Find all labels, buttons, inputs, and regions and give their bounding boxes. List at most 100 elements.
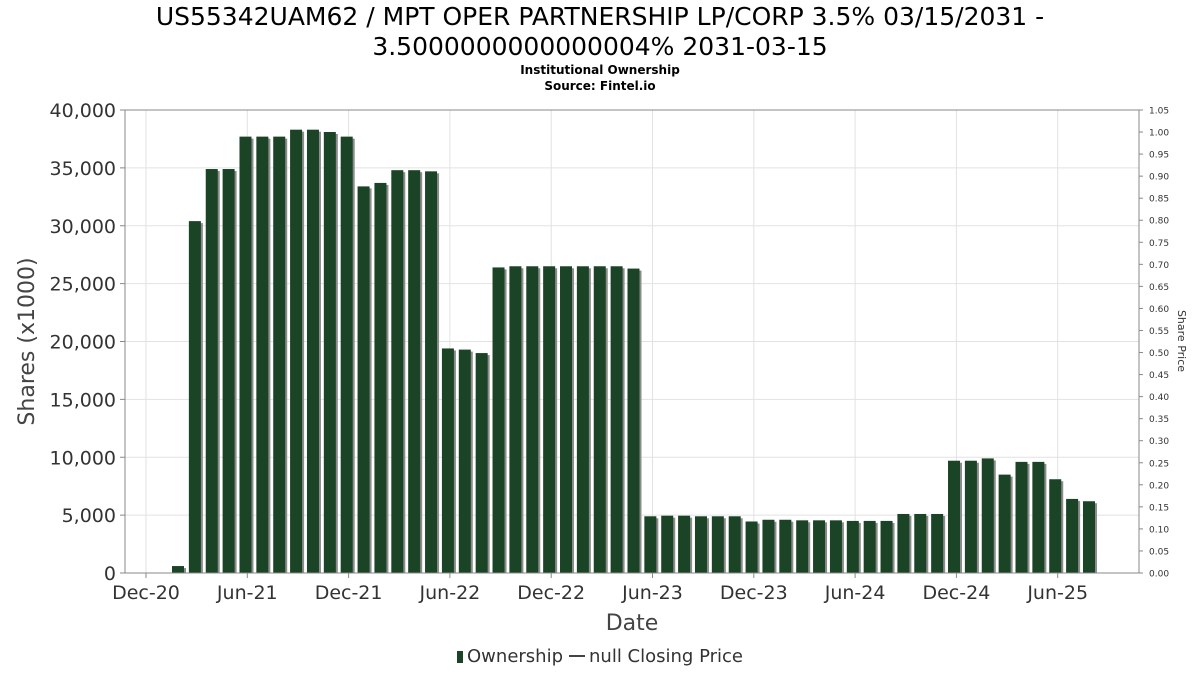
y-tick-label: 20,000 xyxy=(50,332,116,354)
ownership-bar xyxy=(829,520,842,573)
ownership-bar xyxy=(560,266,573,573)
ownership-bar xyxy=(374,182,387,574)
y-tick-label: 40,000 xyxy=(50,100,116,122)
y2-tick-label: 0.35 xyxy=(1149,415,1169,425)
bars xyxy=(172,129,1097,574)
ownership-bar xyxy=(172,566,184,573)
y2-tick-label: 0.05 xyxy=(1149,547,1169,557)
ownership-bar xyxy=(627,268,640,573)
y2-tick-label: 0.90 xyxy=(1149,173,1169,183)
ownership-bar xyxy=(408,170,421,573)
ownership-bar xyxy=(391,170,404,573)
ownership-bar xyxy=(593,266,606,573)
ownership-bar xyxy=(813,520,826,573)
y2-tick-label: 0.50 xyxy=(1149,349,1169,359)
ownership-bar xyxy=(728,516,741,573)
y-tick-label: 30,000 xyxy=(50,216,116,238)
ownership-bar xyxy=(863,520,876,573)
ownership-bar xyxy=(222,169,235,573)
y2-tick-label: 0.55 xyxy=(1149,327,1169,337)
x-tick-label: Dec-21 xyxy=(315,582,383,604)
y2-tick-label: 0.40 xyxy=(1149,393,1169,403)
ownership-bar xyxy=(526,266,539,573)
legend-price-label: null Closing Price xyxy=(589,646,743,667)
ownership-bar xyxy=(897,513,910,573)
chart-subtitle: Institutional Ownership xyxy=(520,63,680,77)
ownership-bar xyxy=(475,353,488,573)
ownership-bar xyxy=(323,131,336,573)
ownership-bar xyxy=(441,348,454,573)
y-tick-label: 15,000 xyxy=(50,389,116,411)
x-tick-label: Dec-23 xyxy=(720,582,788,604)
ownership-bar xyxy=(290,129,303,574)
y2-axis-label: Share Price xyxy=(1175,310,1188,372)
ownership-bar xyxy=(880,520,893,573)
chart-title-line2: 3.5000000000000004% 2031-03-15 xyxy=(372,32,828,61)
ownership-bar xyxy=(576,266,589,573)
x-tick-label: Dec-20 xyxy=(112,582,180,604)
y2-tick-label: 0.20 xyxy=(1149,481,1169,491)
ownership-bar xyxy=(306,129,319,574)
x-axis-label: Date xyxy=(606,611,659,636)
ownership-bar xyxy=(492,267,505,573)
ownership-bar xyxy=(543,266,556,573)
y2-tick-label: 0.95 xyxy=(1149,151,1169,161)
ownership-bar xyxy=(998,474,1011,573)
ownership-bar xyxy=(931,513,944,573)
ownership-bar xyxy=(357,186,370,573)
ownership-bar xyxy=(694,516,707,573)
ownership-bar xyxy=(1032,461,1045,573)
ownership-bar xyxy=(796,520,809,573)
y-axis: 0 5,000 10,000 15,000 20,000 25,000 30,000 35,0… xyxy=(50,100,125,585)
ownership-bar xyxy=(1049,479,1062,573)
ownership-bar xyxy=(678,515,691,573)
x-tick-label: Dec-24 xyxy=(922,582,990,604)
ownership-bar xyxy=(644,516,657,573)
ownership-bar xyxy=(340,136,353,573)
x-tick-label: Dec-22 xyxy=(517,582,585,604)
y-tick-label: 25,000 xyxy=(50,274,116,296)
y-tick-label: 0 xyxy=(104,563,116,585)
ownership-bar xyxy=(981,458,994,573)
ownership-bar xyxy=(256,136,269,573)
price-legend-swatch xyxy=(569,655,586,657)
ownership-bar xyxy=(425,171,438,573)
ownership-bar xyxy=(188,221,201,573)
y2-tick-label: 0.30 xyxy=(1149,437,1169,447)
y2-tick-label: 0.60 xyxy=(1149,305,1169,315)
ownership-bar xyxy=(846,520,859,573)
x-tick-label: Jun-25 xyxy=(1026,582,1088,604)
y2-tick-label: 0.10 xyxy=(1149,525,1169,535)
x-tick-label: Jun-21 xyxy=(216,582,278,604)
chart-title-line1: US55342UAM62 / MPT OPER PARTNERSHIP LP/C… xyxy=(155,2,1045,31)
ownership-bar xyxy=(1066,498,1079,573)
y2-tick-label: 0.70 xyxy=(1149,261,1169,271)
y2-tick-label: 0.45 xyxy=(1149,371,1169,381)
y2-tick-label: 0.65 xyxy=(1149,283,1169,293)
y2-axis: 0.00 0.05 0.10 0.15 0.20 0.25 0.30 0.35 0.40 0.45… xyxy=(1139,107,1169,580)
ownership-bar xyxy=(239,136,252,573)
ownership-bar xyxy=(205,169,218,573)
y-axis-label: Shares (x1000) xyxy=(15,257,40,425)
x-tick-label: Jun-22 xyxy=(419,582,481,604)
y-tick-label: 10,000 xyxy=(50,447,116,469)
ownership-legend-swatch xyxy=(457,651,464,663)
ownership-bar xyxy=(273,136,286,573)
ownership-bar xyxy=(914,513,927,573)
ownership-bar xyxy=(509,266,522,573)
ownership-bar xyxy=(762,519,775,573)
y-tick-label: 35,000 xyxy=(50,158,116,180)
y2-tick-label: 0.00 xyxy=(1149,570,1169,580)
y2-tick-label: 0.80 xyxy=(1149,217,1169,227)
x-tick-label: Jun-24 xyxy=(824,582,886,604)
ownership-bar xyxy=(458,349,471,573)
x-tick-label: Jun-23 xyxy=(621,582,683,604)
ownership-bar xyxy=(779,519,792,573)
y2-tick-label: 0.25 xyxy=(1149,459,1169,469)
ownership-bar xyxy=(1015,461,1028,573)
ownership-bar xyxy=(948,460,961,573)
y2-tick-label: 1.05 xyxy=(1149,107,1169,117)
y2-tick-label: 0.75 xyxy=(1149,239,1169,249)
legend-ownership-label: Ownership xyxy=(467,646,564,667)
